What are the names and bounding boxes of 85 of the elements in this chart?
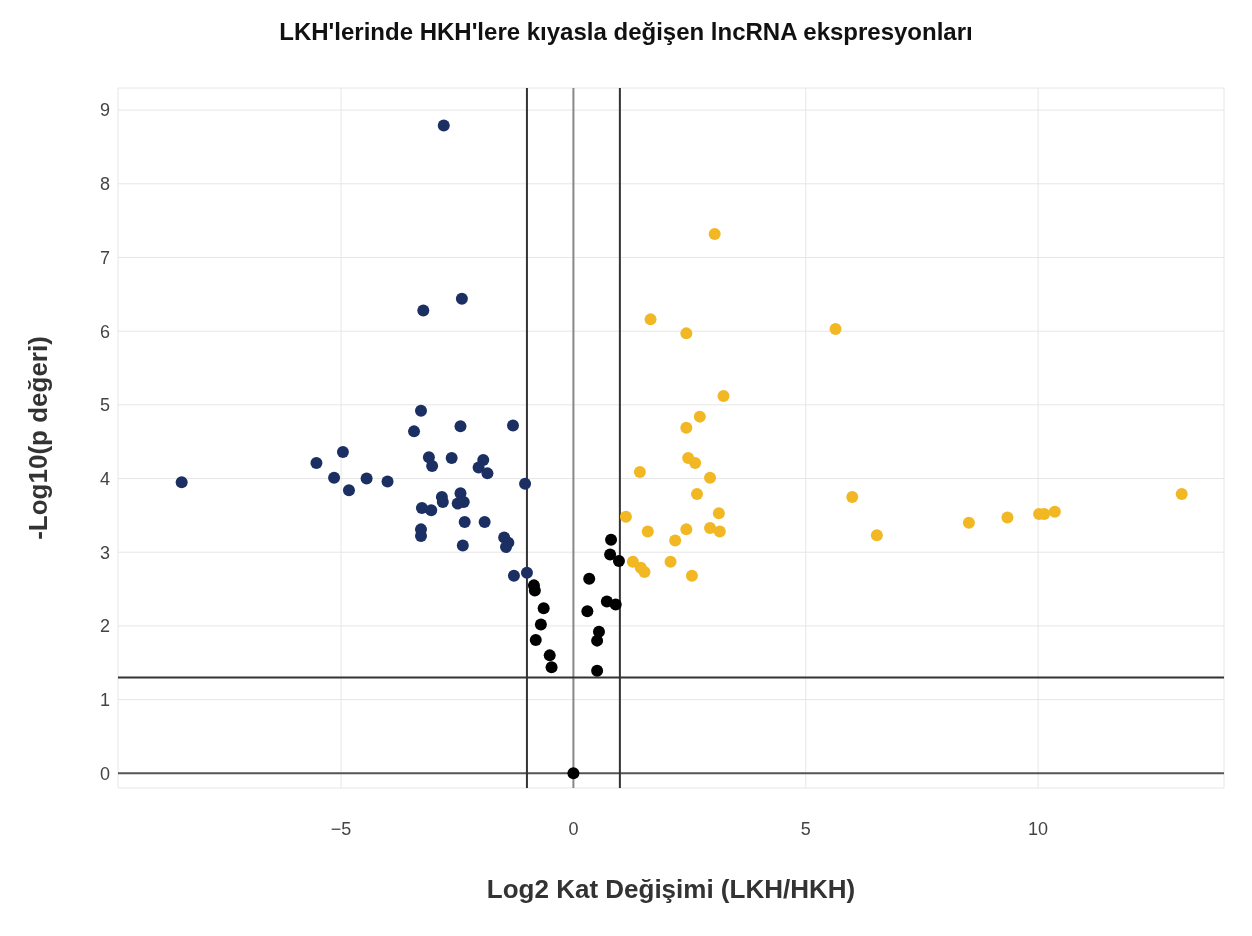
point xyxy=(454,420,467,433)
point xyxy=(689,457,702,470)
point xyxy=(619,510,632,523)
point xyxy=(708,227,721,240)
x-tick-label: 5 xyxy=(800,818,811,839)
point xyxy=(414,404,427,417)
point xyxy=(417,304,430,317)
point xyxy=(500,541,513,554)
point xyxy=(543,649,556,662)
point xyxy=(583,572,596,585)
chart-title: LKH'lerinde HKH'lere kıyasla değişen lncRNA ekspresyonları xyxy=(278,17,974,47)
y-tick-label: 0 xyxy=(99,763,110,784)
y-tick-label: 3 xyxy=(99,542,110,563)
y-tick-label: 8 xyxy=(99,174,110,195)
point xyxy=(360,472,373,485)
point xyxy=(693,410,706,423)
point xyxy=(669,534,682,547)
point xyxy=(455,292,468,305)
point xyxy=(704,521,717,534)
point xyxy=(641,525,654,538)
point xyxy=(519,477,532,490)
point xyxy=(609,598,622,611)
point xyxy=(1175,488,1188,500)
point xyxy=(638,566,651,579)
point xyxy=(691,488,704,500)
point xyxy=(336,446,349,458)
point xyxy=(591,664,604,677)
y-tick-label: 5 xyxy=(99,395,110,416)
point xyxy=(445,451,458,464)
x-tick-label: −5 xyxy=(330,818,352,839)
point xyxy=(507,419,519,432)
point xyxy=(846,490,859,503)
point xyxy=(481,467,494,480)
y-tick-label: 1 xyxy=(99,689,110,710)
point xyxy=(342,484,355,497)
y-tick-label: 7 xyxy=(99,247,110,268)
point xyxy=(567,767,580,780)
point xyxy=(537,602,550,615)
point xyxy=(633,465,646,478)
y-tick-label: 2 xyxy=(99,616,110,637)
point xyxy=(534,618,547,631)
point xyxy=(310,457,323,470)
point xyxy=(605,533,618,546)
point xyxy=(381,475,394,488)
point xyxy=(644,313,657,326)
point xyxy=(1001,511,1014,524)
point xyxy=(685,569,698,582)
point xyxy=(520,566,533,579)
point xyxy=(175,476,188,489)
point xyxy=(626,555,639,568)
point xyxy=(962,516,975,529)
point xyxy=(472,461,485,474)
point xyxy=(712,507,725,520)
x-axis-title: Log2 Kat Değişimi (LKH/HKH) xyxy=(486,874,856,904)
point xyxy=(456,539,469,552)
y-tick-label: 6 xyxy=(99,321,110,342)
point xyxy=(717,390,730,402)
x-tick-label: 10 xyxy=(1028,818,1049,839)
point xyxy=(680,421,693,434)
point xyxy=(704,471,717,484)
point xyxy=(604,548,617,561)
point xyxy=(680,523,693,536)
y-tick-label: 4 xyxy=(99,468,110,489)
point xyxy=(591,634,604,647)
point xyxy=(529,633,542,646)
y-axis-title: -Log10(p değeri) xyxy=(23,336,54,540)
y-tick-label: 9 xyxy=(99,100,110,121)
point xyxy=(612,555,625,568)
point xyxy=(328,471,341,484)
point xyxy=(437,119,450,132)
point xyxy=(680,327,693,340)
point xyxy=(408,425,421,438)
point xyxy=(507,569,520,582)
point xyxy=(713,525,726,538)
point xyxy=(664,555,677,568)
point xyxy=(425,504,438,517)
point xyxy=(478,516,491,528)
point xyxy=(458,516,471,528)
point xyxy=(870,529,883,542)
point xyxy=(1048,505,1061,518)
point xyxy=(829,322,842,335)
point xyxy=(545,661,558,674)
x-tick-label: 0 xyxy=(568,818,579,839)
point xyxy=(581,605,594,618)
point xyxy=(426,460,439,472)
